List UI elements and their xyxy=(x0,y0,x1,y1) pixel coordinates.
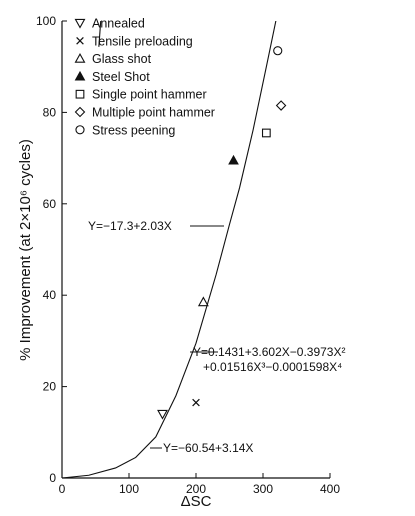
x-tick-label: 0 xyxy=(59,482,66,496)
legend-marker-7 xyxy=(75,125,85,135)
y-tick-label: 60 xyxy=(43,197,57,211)
x-tick-label: 300 xyxy=(253,482,273,496)
legend: Annealed Tensile preloading Glass shot Stee… xyxy=(74,17,215,137)
y-tick-label: 80 xyxy=(43,105,57,119)
legend-marker-5 xyxy=(75,89,85,99)
y-tick-label: 40 xyxy=(43,288,57,302)
legend-label-7: Stress peening xyxy=(92,123,175,137)
point-tensile-preloading xyxy=(192,398,200,407)
legend-marker-1 xyxy=(74,18,86,29)
point-single-point-hammer xyxy=(261,128,271,138)
fit-line-3 xyxy=(62,21,277,478)
fit-label-linear-2: Y=−60.54+3.14X xyxy=(163,441,253,455)
legend-label-3: Glass shot xyxy=(92,52,152,66)
x-tick-label: 400 xyxy=(320,482,340,496)
point-glass-shot xyxy=(197,296,209,307)
point-steel-shot xyxy=(228,154,239,165)
data-points xyxy=(157,46,287,420)
point-annealed xyxy=(157,409,168,420)
point-multiple-point-hammer xyxy=(275,100,287,111)
point-stress-peening xyxy=(273,46,283,56)
fit-label-poly-line1: Y=0.1431+3.602X−0.3973X² xyxy=(193,345,345,359)
y-tick-label: 100 xyxy=(36,14,56,28)
x-tick-label: 200 xyxy=(186,482,206,496)
y-axis-label: % Improvement (at 2×10⁶ cycles) xyxy=(17,139,34,361)
ticks: 0 100 200 300 400 0 20 40 60 80 100 xyxy=(36,14,340,496)
legend-marker-3 xyxy=(74,52,86,63)
fit-label-poly-line2: +0.01516X³−0.0001598X⁴ xyxy=(203,360,342,374)
legend-marker-6 xyxy=(74,106,86,118)
legend-label-4: Steel Shot xyxy=(92,70,150,84)
fit-lines xyxy=(62,21,277,478)
y-tick-label: 20 xyxy=(43,380,57,394)
y-tick-label: 0 xyxy=(49,471,56,485)
point-tensile-preloading-b xyxy=(192,398,200,407)
legend-label-2: Tensile preloading xyxy=(92,34,193,48)
legend-label-1: Annealed xyxy=(92,17,145,31)
legend-marker-4 xyxy=(74,70,86,81)
legend-label-5: Single point hammer xyxy=(92,88,207,102)
legend-marker-2-b xyxy=(76,37,84,45)
fit-label-linear-1: Y=−17.3+2.03X xyxy=(88,219,172,233)
legend-marker-2 xyxy=(76,37,84,45)
legend-label-6: Multiple point hammer xyxy=(92,106,215,120)
x-tick-label: 100 xyxy=(119,482,139,496)
x-axis-label: ΔSC xyxy=(181,493,212,510)
